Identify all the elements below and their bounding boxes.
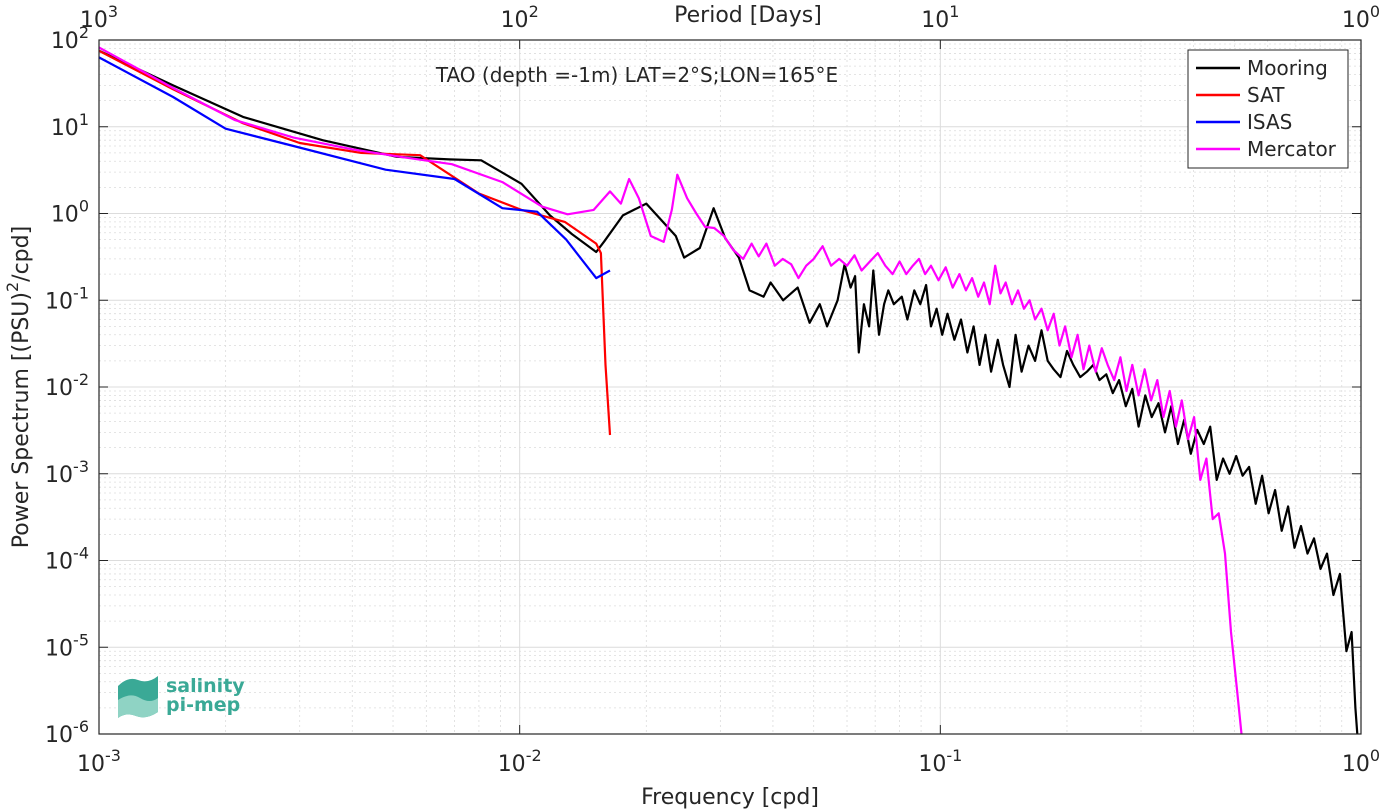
x-tick-label: 10-2 <box>498 746 542 777</box>
y-tick-label: 10-5 <box>45 630 89 661</box>
top-tick-label: 102 <box>501 2 539 33</box>
legend-label-sat: SAT <box>1247 83 1285 107</box>
y-tick-label: 10-1 <box>45 283 89 314</box>
legend: Mooring SAT ISAS Mercator <box>1187 49 1349 169</box>
top-tick-label: 103 <box>80 2 118 33</box>
y-tick-label: 10-4 <box>45 544 89 575</box>
data-series <box>98 46 1359 735</box>
legend-label-isas: ISAS <box>1247 110 1292 134</box>
legend-label-mercator: Mercator <box>1247 137 1337 161</box>
y-tick-label: 10-2 <box>45 370 89 401</box>
salinity-pi-mep-logo: salinity pi-mep <box>118 675 245 718</box>
y-tick-label: 10-6 <box>45 717 89 748</box>
logo-text-pi-mep: pi-mep <box>166 694 240 716</box>
top-tick-label: 101 <box>921 2 959 33</box>
x-tick-label: 10-1 <box>918 746 962 777</box>
y-axis-label: Power Spectrum [(PSU)2/cpd] <box>3 226 34 548</box>
y-tick-label: 100 <box>51 197 89 228</box>
logo-wave-icon-light <box>118 695 158 718</box>
top-tick-label: 100 <box>1342 2 1380 33</box>
series-line-isas <box>98 56 611 280</box>
legend-label-mooring: Mooring <box>1247 56 1328 80</box>
x-axis-label: Frequency [cpd] <box>641 785 819 809</box>
logo-text-salinity: salinity <box>166 675 245 697</box>
x-tick-label: 10-3 <box>77 746 121 777</box>
y-tick-label: 10-3 <box>45 457 89 488</box>
y-tick-label: 102 <box>51 23 89 54</box>
chart-title: TAO (depth =-1m) LAT=2°S;LON=165°E <box>435 63 838 87</box>
y-tick-label: 101 <box>51 110 89 141</box>
x-tick-label: 100 <box>1342 746 1380 777</box>
top-axis-label: Period [Days] <box>674 3 822 28</box>
series-line-mercator <box>98 46 1243 735</box>
